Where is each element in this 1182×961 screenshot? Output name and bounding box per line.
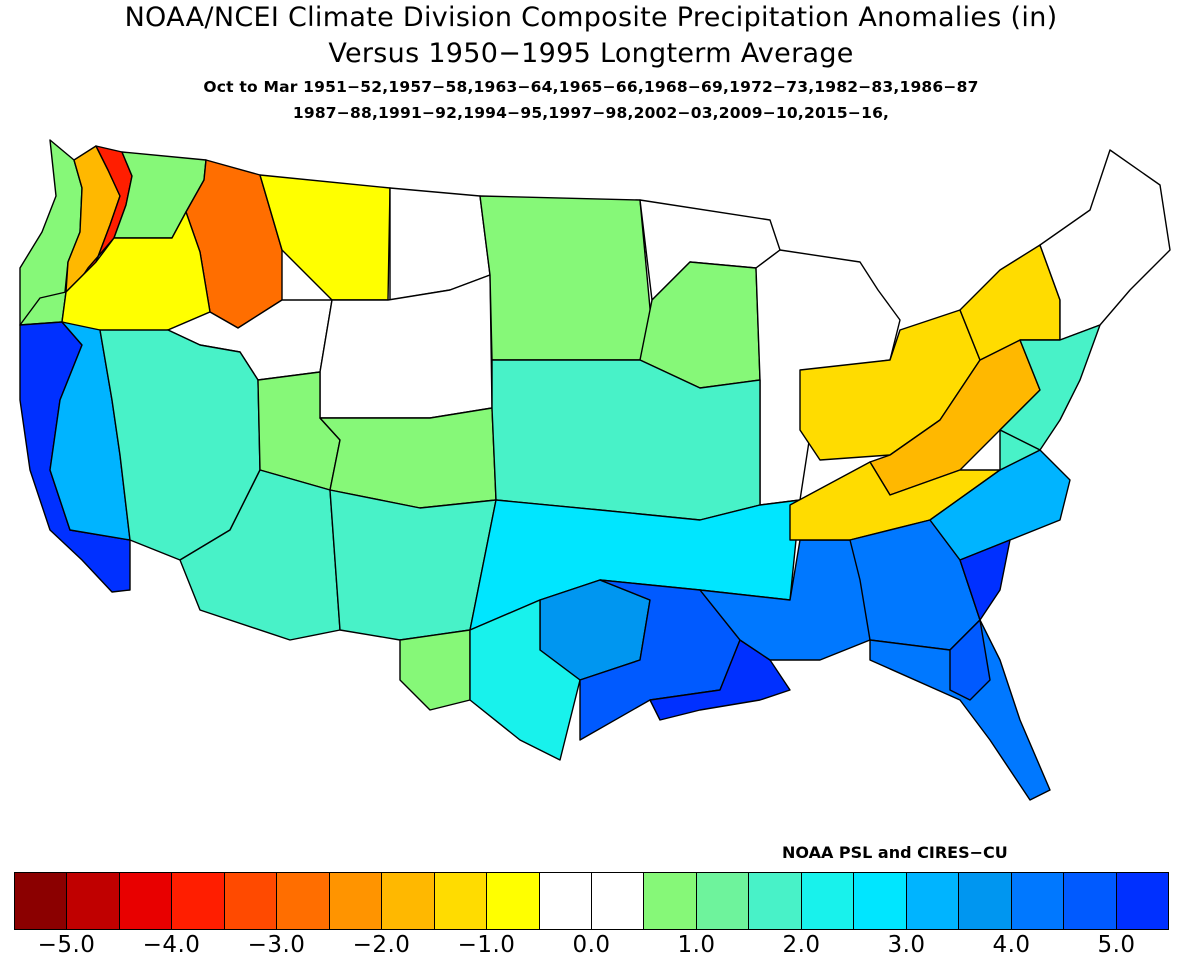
colorbar-cell: [67, 873, 120, 929]
colorbar-cell: [434, 873, 488, 929]
years-line-1: Oct to Mar 1951−52,1957−58,1963−64,1965−…: [203, 78, 979, 96]
colorbar-cell: [959, 873, 1012, 929]
map-subtitle: Versus 1950−1995 Longterm Average: [328, 38, 854, 69]
new-england: [1039, 149, 1171, 341]
mid-atlantic: [999, 324, 1101, 451]
south-tx: [469, 599, 581, 761]
va: [999, 429, 1041, 471]
colorbar-cell: [801, 873, 855, 929]
colorbar-cell: [1064, 873, 1117, 929]
sc-coast: [959, 539, 1011, 621]
credit-text: NOAA PSL and CIRES−CU: [782, 843, 1008, 862]
colorbar-tick-label: −4.0: [142, 932, 201, 958]
colorbar-tick-label: 3.0: [887, 932, 926, 958]
north-plains: [479, 195, 653, 361]
colorbar-cell: [382, 873, 435, 929]
colorbar-tick-label: −2.0: [352, 932, 411, 958]
colorbar-cell: [172, 873, 225, 929]
colorbar: [14, 872, 1169, 930]
colorbar-ticks: −5.0 −4.0 −3.0 −2.0 −1.0 0.0 1.0 2.0 3.0 4.0 5.0: [0, 932, 1182, 961]
colorbar-cell: [329, 873, 383, 929]
colorbar-cell: [1011, 873, 1065, 929]
nm: [329, 489, 497, 641]
colorbar-tick-label: 4.0: [992, 932, 1031, 958]
colorbar-tick-label: 2.0: [782, 932, 821, 958]
la-coast: [649, 639, 791, 721]
florida: [869, 619, 1051, 801]
fl-north: [949, 619, 991, 701]
colorbar-cell: [539, 873, 592, 929]
colorbar-cell: [487, 873, 540, 929]
colorbar-cell: [15, 873, 68, 929]
colorbar-tick-label: 1.0: [677, 932, 716, 958]
colorbar-cell: [696, 873, 750, 929]
colorbar-cell: [906, 873, 960, 929]
colorbar-tick-label: 5.0: [1097, 932, 1136, 958]
precipitation-anomaly-map: [19, 139, 1171, 801]
west-tx: [399, 629, 471, 711]
colorbar-cell: [224, 873, 278, 929]
colorbar-tick-label: 0.0: [572, 932, 611, 958]
colorbar-tick-label: −1.0: [457, 932, 516, 958]
colorbar-cell: [644, 873, 697, 929]
colorbar-cell: [749, 873, 802, 929]
colorbar-tick-label: −5.0: [37, 932, 96, 958]
map-title: NOAA/NCEI Climate Division Composite Pre…: [124, 2, 1058, 33]
colorbar-cell: [591, 873, 645, 929]
colorbar-cell: [854, 873, 907, 929]
colorbar-cell: [1116, 873, 1168, 929]
colorbar-cell: [119, 873, 173, 929]
colorbar-cell: [277, 873, 330, 929]
colorbar-tick-label: −3.0: [247, 932, 306, 958]
years-line-2: 1987−88,1991−92,1994−95,1997−98,2002−03,…: [292, 104, 890, 122]
